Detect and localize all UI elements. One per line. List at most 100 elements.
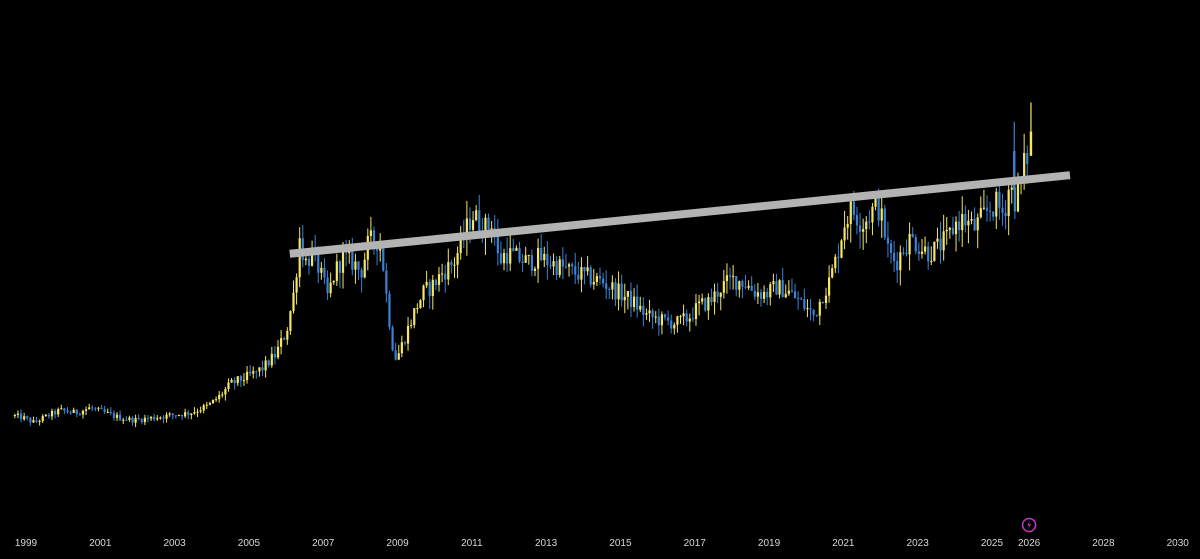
candle-body [211,399,215,404]
candle-body [809,308,812,310]
candle-body [335,261,338,281]
candle [595,272,599,287]
candle [441,263,444,283]
candle-body [657,316,660,326]
candle [456,246,459,279]
candle [546,241,549,280]
candle-body [403,342,407,344]
candle-body [165,414,168,419]
candle [985,195,989,222]
candle-body [667,317,670,321]
candle [431,274,434,310]
candle-body [190,413,193,415]
candle [862,218,865,250]
candle-body [954,221,958,235]
candle-body [939,238,942,251]
candle [267,359,270,368]
candle [332,280,335,285]
candle [69,410,72,415]
candle [691,307,694,322]
candle [475,205,478,222]
candle-body [549,265,552,267]
candle [171,412,174,420]
candle [301,224,304,268]
candle-body [595,276,599,282]
x-tick-label: 2023 [907,538,930,549]
candle-body [283,338,286,340]
candle [571,262,574,275]
candle-body [1023,152,1026,179]
candle-body [84,409,88,411]
candle-body [450,262,453,266]
x-tick-label: 2005 [238,538,261,549]
candle [338,259,342,289]
candle [561,247,564,280]
candle [258,367,261,377]
candle [710,288,713,306]
candle [936,227,939,249]
candle-body [264,360,267,371]
candle [94,406,97,412]
candle [670,314,673,334]
candle-body [815,314,818,316]
candle-body [629,291,633,308]
candle [558,255,561,278]
candle [177,414,181,417]
candle [208,401,212,406]
candle-body [453,264,456,266]
candle-body [317,248,320,273]
candle-body [701,298,704,302]
candle [766,287,769,306]
candle-body [422,285,425,301]
candle [416,303,419,314]
candle [911,226,914,238]
candle-body [964,213,967,226]
candle [131,416,134,426]
candle-body [32,420,35,423]
candle [555,256,558,280]
candle-body [685,313,688,322]
candle-body [831,268,834,278]
candle-body [632,296,636,308]
candle [29,416,32,426]
candle-body [326,277,329,294]
candle-body [902,252,905,254]
x-tick-label: 2030 [1167,538,1190,549]
candle-body [555,261,558,276]
candle-body [363,259,366,278]
candle [119,410,122,421]
candle-body [648,310,651,314]
candle [41,414,44,424]
candle [828,265,831,303]
candle [320,261,323,280]
candle [753,284,756,301]
candle-body [35,420,38,422]
candle [394,342,397,361]
candle [63,407,66,414]
candle [883,204,886,241]
candle [397,344,400,361]
candle [818,299,821,326]
candle-body [889,243,893,253]
candle [270,346,273,368]
candle [536,238,540,283]
candle [428,278,431,309]
candle [589,265,592,288]
candle-body [654,316,657,318]
candle-body [391,327,394,351]
candle-body [341,251,345,273]
x-axis: 1999 2001 2003 2005 2007 2009 2011 2013 2015 2017… [15,538,1189,549]
candle [954,216,958,252]
candle-body [636,296,639,310]
candle [360,267,363,293]
candle [406,316,410,351]
candle [629,282,633,318]
candle [973,207,976,232]
candle-body [100,407,103,410]
candle [648,299,651,322]
candle [707,293,710,320]
candle-body [598,276,602,279]
candle [410,319,413,329]
